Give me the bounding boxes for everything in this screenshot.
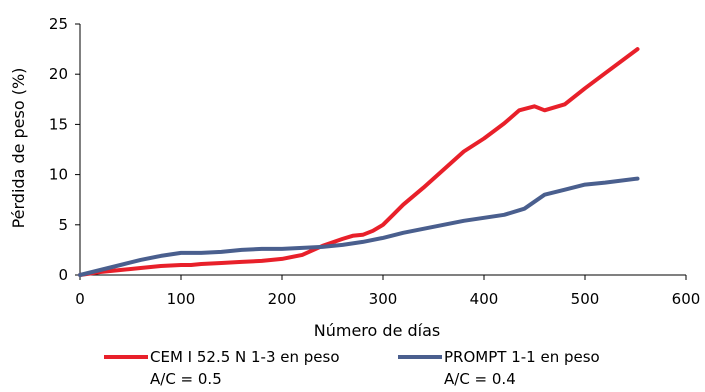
y-tick-label: 10 [49,166,68,184]
y-tick-label: 25 [49,15,68,33]
x-tick-label: 100 [167,290,196,308]
x-tick-label: 300 [369,290,398,308]
x-axis-title: Número de días [314,321,440,340]
legend-label-series-2: PROMPT 1-1 en peso [444,348,600,366]
y-tick-label: 0 [58,266,68,284]
legend-sublabel-series-2: A/C = 0.4 [444,370,516,388]
x-tick-label: 200 [268,290,297,308]
x-tick-label: 500 [571,290,600,308]
y-tick-label: 15 [49,115,68,133]
x-tick-label: 400 [470,290,499,308]
legend-label-series-1: CEM I 52.5 N 1-3 en peso [150,348,340,366]
series-line-1 [78,47,640,277]
series-line-2 [78,176,640,277]
plot-area: 0 5 10 15 20 25 0 100 200 300 400 500 600 [49,15,700,308]
legend: CEM I 52.5 N 1-3 en peso A/C = 0.5 PROMP… [104,348,600,388]
y-tick-label: 20 [49,65,68,83]
legend-sublabel-series-1: A/C = 0.5 [150,370,222,388]
y-axis-title: Pérdida de peso (%) [9,68,28,229]
x-tick-label: 600 [672,290,701,308]
y-tick-label: 5 [58,216,68,234]
x-tick-label: 0 [75,290,85,308]
